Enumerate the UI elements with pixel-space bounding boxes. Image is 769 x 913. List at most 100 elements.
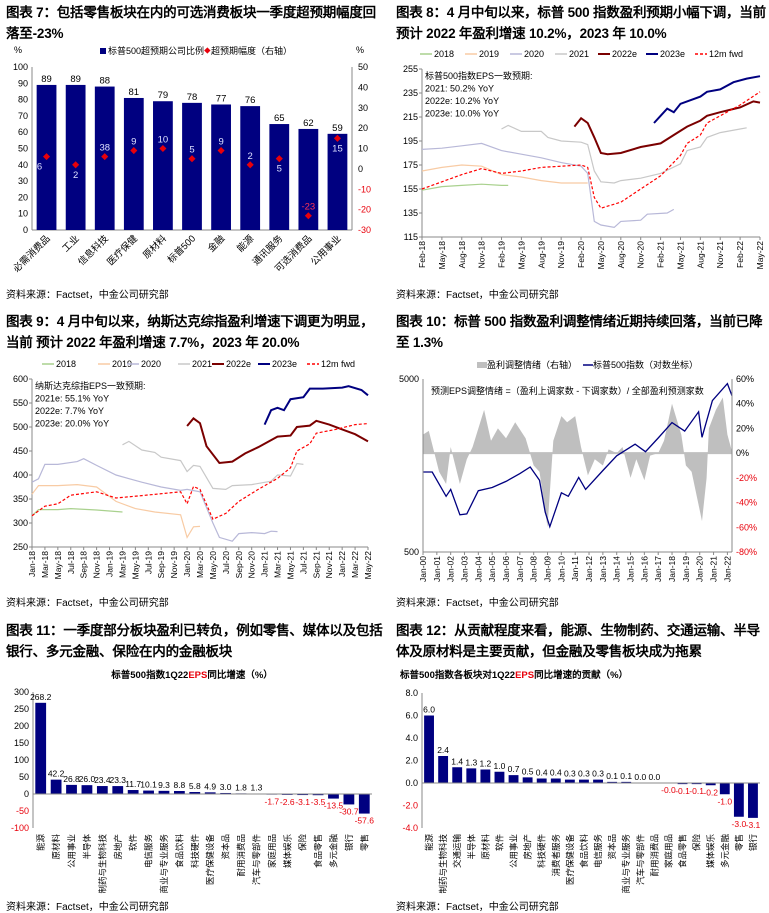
category-label: 必需消费品 [11, 233, 53, 275]
x-tick-label: May-20 [596, 241, 606, 270]
bar [81, 785, 93, 794]
sentiment-area [423, 397, 732, 528]
x-tick-label: Mar-19 [117, 551, 127, 578]
bar [550, 778, 561, 783]
x-tick-label: May-18 [53, 551, 63, 580]
scatter-value-label: 38 [99, 143, 110, 154]
bar-value-label: 4.9 [204, 781, 216, 791]
category-label: 原材料 [480, 834, 490, 860]
bar [182, 102, 202, 230]
series-line-12m-fwd [31, 423, 369, 520]
bar [65, 84, 86, 231]
x-tick-label: Jul-21 [298, 551, 308, 574]
series-line-2021 [501, 124, 747, 184]
bar-value-label: 1.3 [251, 783, 263, 793]
bar [480, 769, 491, 783]
left-tick-label: 40 [18, 160, 28, 170]
figure-9-source: 资料来源：Factset，中金公司研究部 [6, 598, 169, 609]
bar-value-label: 0.0 [634, 772, 646, 782]
category-label: 制药与生物科技 [438, 834, 448, 894]
scatter-value-label: 15 [332, 143, 343, 154]
x-tick-label: Jan-02 [446, 556, 456, 582]
x-tick-label: Jan-17 [653, 556, 663, 582]
x-tick-label: Jul-20 [221, 551, 231, 574]
category-label: 媒体娱乐 [282, 834, 292, 869]
series-line-2021 [122, 440, 304, 491]
x-tick-label: May-19 [516, 241, 526, 270]
y-tick-label: 255 [403, 64, 418, 74]
category-label: 保险 [298, 834, 308, 852]
category-label: 公用事业 [509, 834, 519, 868]
bar-value-label: -1.0 [717, 796, 732, 806]
x-tick-label: May-18 [437, 241, 447, 270]
y-tick-label: 300 [13, 518, 28, 528]
sp500-index-line [423, 382, 733, 529]
figure-7-title: 图表 7：包括零售板块在内的可选消费板块一季度超预期幅度回落至-23% [6, 5, 376, 41]
category-label: 食品饮料 [579, 834, 589, 869]
scatter-value-label: 6 [37, 162, 42, 173]
category-label: 原材料 [51, 834, 61, 860]
category-label: 标普500 [165, 233, 198, 266]
category-label: 商业与专业服务 [621, 834, 631, 894]
category-label: 银行 [748, 834, 758, 852]
y-tick-label: -100 [11, 823, 29, 833]
legend-label: 2022e [226, 359, 251, 369]
bar-value-label: 0.3 [578, 769, 590, 779]
bar-value-label: 0.4 [550, 768, 562, 778]
x-tick-label: Jan-07 [515, 556, 525, 582]
bar-value-label: 78 [187, 92, 198, 103]
y-tick-label: -50 [16, 806, 29, 816]
x-tick-label: Jan-09 [543, 556, 553, 582]
series-line-2020 [31, 458, 278, 542]
category-label: 原材料 [140, 232, 169, 261]
category-label: 医疗保健设备 [565, 834, 575, 886]
series-line-2018 [421, 183, 509, 191]
right-tick-label: 30 [358, 103, 368, 113]
series-line-2019 [421, 164, 588, 184]
y-tick-label: 600 [13, 374, 28, 384]
legend-label: 2022e [612, 49, 637, 59]
bar [343, 794, 355, 805]
chart-title-part: 标普500指数1Q22 [110, 669, 188, 681]
x-tick-label: Nov-20 [636, 241, 646, 269]
x-tick-label: Feb-19 [497, 241, 507, 268]
bar-value-label: 89 [70, 74, 81, 85]
x-tick-label: Jan-10 [556, 556, 566, 582]
bar-value-label: 59 [332, 123, 343, 134]
y-tick-label: 0.0 [405, 778, 418, 788]
category-label: 公用事业 [308, 233, 343, 268]
bar [536, 778, 547, 783]
legend-area-label: 盈利调整情绪（右轴） [487, 359, 577, 370]
figure-12-title: 图表 12：从贡献程度来看，能源、生物制药、交通运输、半导体及原材料是主要贡献，… [396, 623, 760, 659]
figure-11-chart: 标普500指数1Q22EPS同比增速（%） -100 -50 0 50 100 150 200… [11, 669, 374, 894]
x-tick-label: May-21 [285, 551, 295, 580]
x-tick-label: Jan-20 [695, 556, 705, 582]
category-label: 软件 [494, 834, 504, 852]
x-tick-label: Mar-18 [40, 551, 50, 578]
figure-7-source: 资料来源：Factset，中金公司研究部 [6, 290, 169, 301]
series-line-2022e [186, 417, 369, 465]
right-tick-label: -30 [358, 225, 371, 235]
scatter-point [159, 144, 167, 153]
bar [143, 790, 154, 794]
y-tick-label: 235 [403, 88, 418, 98]
bar [220, 792, 232, 794]
category-label: 制药与生物科技 [97, 834, 107, 894]
bar-value-label: 0.3 [564, 769, 576, 779]
bar-value-label: 26.0 [79, 774, 96, 784]
chart-title-part: 同比增速（%） [207, 669, 272, 681]
legend-label: 12m fwd [321, 359, 355, 369]
bar [466, 768, 477, 783]
scatter-value-label: -23 [301, 202, 315, 213]
bar [298, 128, 319, 230]
x-tick-label: May-20 [208, 551, 218, 580]
bar [204, 792, 216, 794]
category-label: 信息科技 [75, 232, 111, 268]
y-tick-label: 50 [19, 772, 29, 782]
bar [564, 779, 575, 783]
bar [66, 784, 77, 794]
y-tick-label: 500 [13, 422, 28, 432]
bar-value-label: 26.8 [63, 774, 80, 784]
x-tick-label: Jan-14 [612, 556, 622, 582]
bar-value-label: 62 [303, 118, 314, 129]
